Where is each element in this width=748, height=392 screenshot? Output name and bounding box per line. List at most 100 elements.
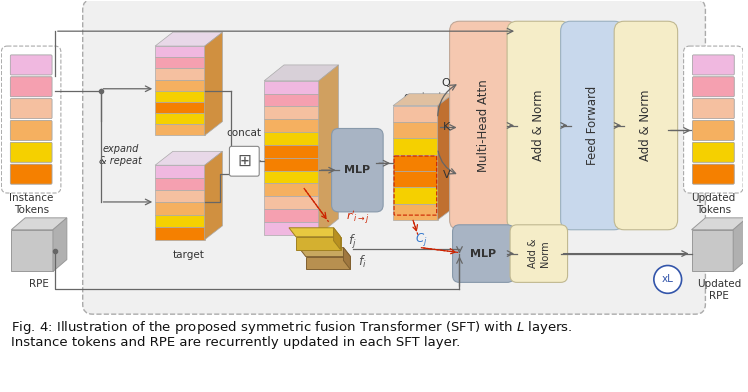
Text: V: V (443, 170, 450, 180)
Polygon shape (205, 32, 222, 135)
Polygon shape (264, 65, 339, 81)
FancyBboxPatch shape (507, 21, 571, 230)
Polygon shape (438, 94, 453, 220)
Text: $f_i$: $f_i$ (358, 254, 367, 270)
Polygon shape (393, 187, 438, 203)
Polygon shape (264, 132, 319, 145)
Text: Feed Forward: Feed Forward (586, 86, 599, 165)
Polygon shape (155, 151, 222, 165)
Polygon shape (393, 203, 438, 220)
FancyBboxPatch shape (230, 146, 260, 176)
FancyBboxPatch shape (693, 55, 734, 75)
Polygon shape (264, 158, 319, 171)
Polygon shape (155, 91, 205, 102)
Polygon shape (264, 81, 319, 94)
FancyBboxPatch shape (450, 21, 517, 230)
Text: Fig. 4: Illustration of the proposed symmetric fusion Transformer (SFT) with $L$: Fig. 4: Illustration of the proposed sym… (11, 319, 573, 336)
Polygon shape (264, 209, 319, 222)
FancyBboxPatch shape (510, 225, 568, 282)
Text: target: target (173, 250, 205, 260)
Text: Updated
RPE: Updated RPE (697, 279, 741, 301)
Polygon shape (155, 202, 205, 215)
FancyBboxPatch shape (693, 164, 734, 184)
Text: $f_j$: $f_j$ (349, 233, 358, 250)
Polygon shape (155, 124, 205, 135)
FancyBboxPatch shape (10, 99, 52, 118)
Text: Add & Norm: Add & Norm (640, 90, 652, 161)
FancyBboxPatch shape (453, 225, 514, 282)
Text: Add & Norm: Add & Norm (533, 90, 545, 161)
Text: Instance
Tokens: Instance Tokens (9, 193, 53, 215)
FancyBboxPatch shape (693, 77, 734, 97)
Polygon shape (155, 113, 205, 124)
Polygon shape (155, 69, 205, 80)
Text: Instance tokens and RPE are recurrently updated in each SFT layer.: Instance tokens and RPE are recurrently … (11, 336, 461, 349)
Polygon shape (343, 248, 350, 269)
FancyBboxPatch shape (10, 55, 52, 75)
Polygon shape (264, 196, 319, 209)
Polygon shape (155, 190, 205, 202)
Text: Multi-Head Attn: Multi-Head Attn (476, 79, 490, 172)
Polygon shape (155, 227, 205, 240)
FancyBboxPatch shape (693, 77, 734, 97)
Text: MLP: MLP (470, 249, 497, 259)
FancyBboxPatch shape (10, 164, 52, 184)
Polygon shape (155, 178, 205, 190)
FancyBboxPatch shape (684, 46, 743, 193)
FancyBboxPatch shape (10, 55, 52, 75)
Polygon shape (299, 248, 350, 257)
Polygon shape (155, 102, 205, 113)
Polygon shape (264, 119, 319, 132)
FancyBboxPatch shape (693, 99, 734, 118)
Text: $C_j$: $C_j$ (414, 231, 427, 248)
Polygon shape (393, 138, 438, 154)
FancyBboxPatch shape (10, 77, 52, 97)
FancyBboxPatch shape (693, 142, 734, 162)
Polygon shape (205, 151, 222, 240)
Text: source: source (171, 32, 206, 42)
FancyBboxPatch shape (83, 0, 705, 314)
Polygon shape (691, 218, 747, 230)
Polygon shape (155, 80, 205, 91)
Polygon shape (691, 230, 733, 272)
Polygon shape (264, 107, 319, 119)
FancyBboxPatch shape (693, 120, 734, 140)
Polygon shape (264, 94, 319, 107)
Polygon shape (393, 94, 453, 106)
Polygon shape (264, 183, 319, 196)
Polygon shape (334, 228, 340, 250)
Polygon shape (53, 218, 67, 272)
Polygon shape (393, 154, 438, 171)
Text: Updated
Tokens: Updated Tokens (691, 193, 735, 215)
FancyBboxPatch shape (693, 164, 734, 184)
Polygon shape (264, 145, 319, 158)
FancyBboxPatch shape (10, 142, 52, 162)
Polygon shape (319, 65, 339, 235)
FancyBboxPatch shape (10, 120, 52, 140)
Polygon shape (264, 222, 319, 235)
Polygon shape (155, 46, 205, 57)
FancyBboxPatch shape (693, 142, 734, 162)
Polygon shape (264, 171, 319, 183)
Text: RPE: RPE (29, 279, 49, 289)
Text: MLP: MLP (344, 165, 370, 175)
FancyBboxPatch shape (693, 99, 734, 118)
FancyBboxPatch shape (10, 77, 52, 97)
Text: ⊞: ⊞ (237, 152, 251, 170)
FancyBboxPatch shape (10, 142, 52, 162)
Polygon shape (11, 218, 67, 230)
Polygon shape (155, 165, 205, 178)
FancyBboxPatch shape (331, 129, 383, 212)
Text: xL: xL (662, 274, 674, 285)
Polygon shape (306, 257, 350, 269)
Polygon shape (155, 57, 205, 69)
Text: K: K (444, 122, 450, 132)
FancyBboxPatch shape (561, 21, 624, 230)
Polygon shape (296, 237, 340, 250)
Polygon shape (393, 122, 438, 138)
FancyBboxPatch shape (10, 120, 52, 140)
Text: $r'_{i \to j}$: $r'_{i \to j}$ (346, 209, 370, 227)
Circle shape (654, 265, 681, 293)
Polygon shape (733, 218, 747, 272)
Text: context: context (404, 92, 443, 102)
